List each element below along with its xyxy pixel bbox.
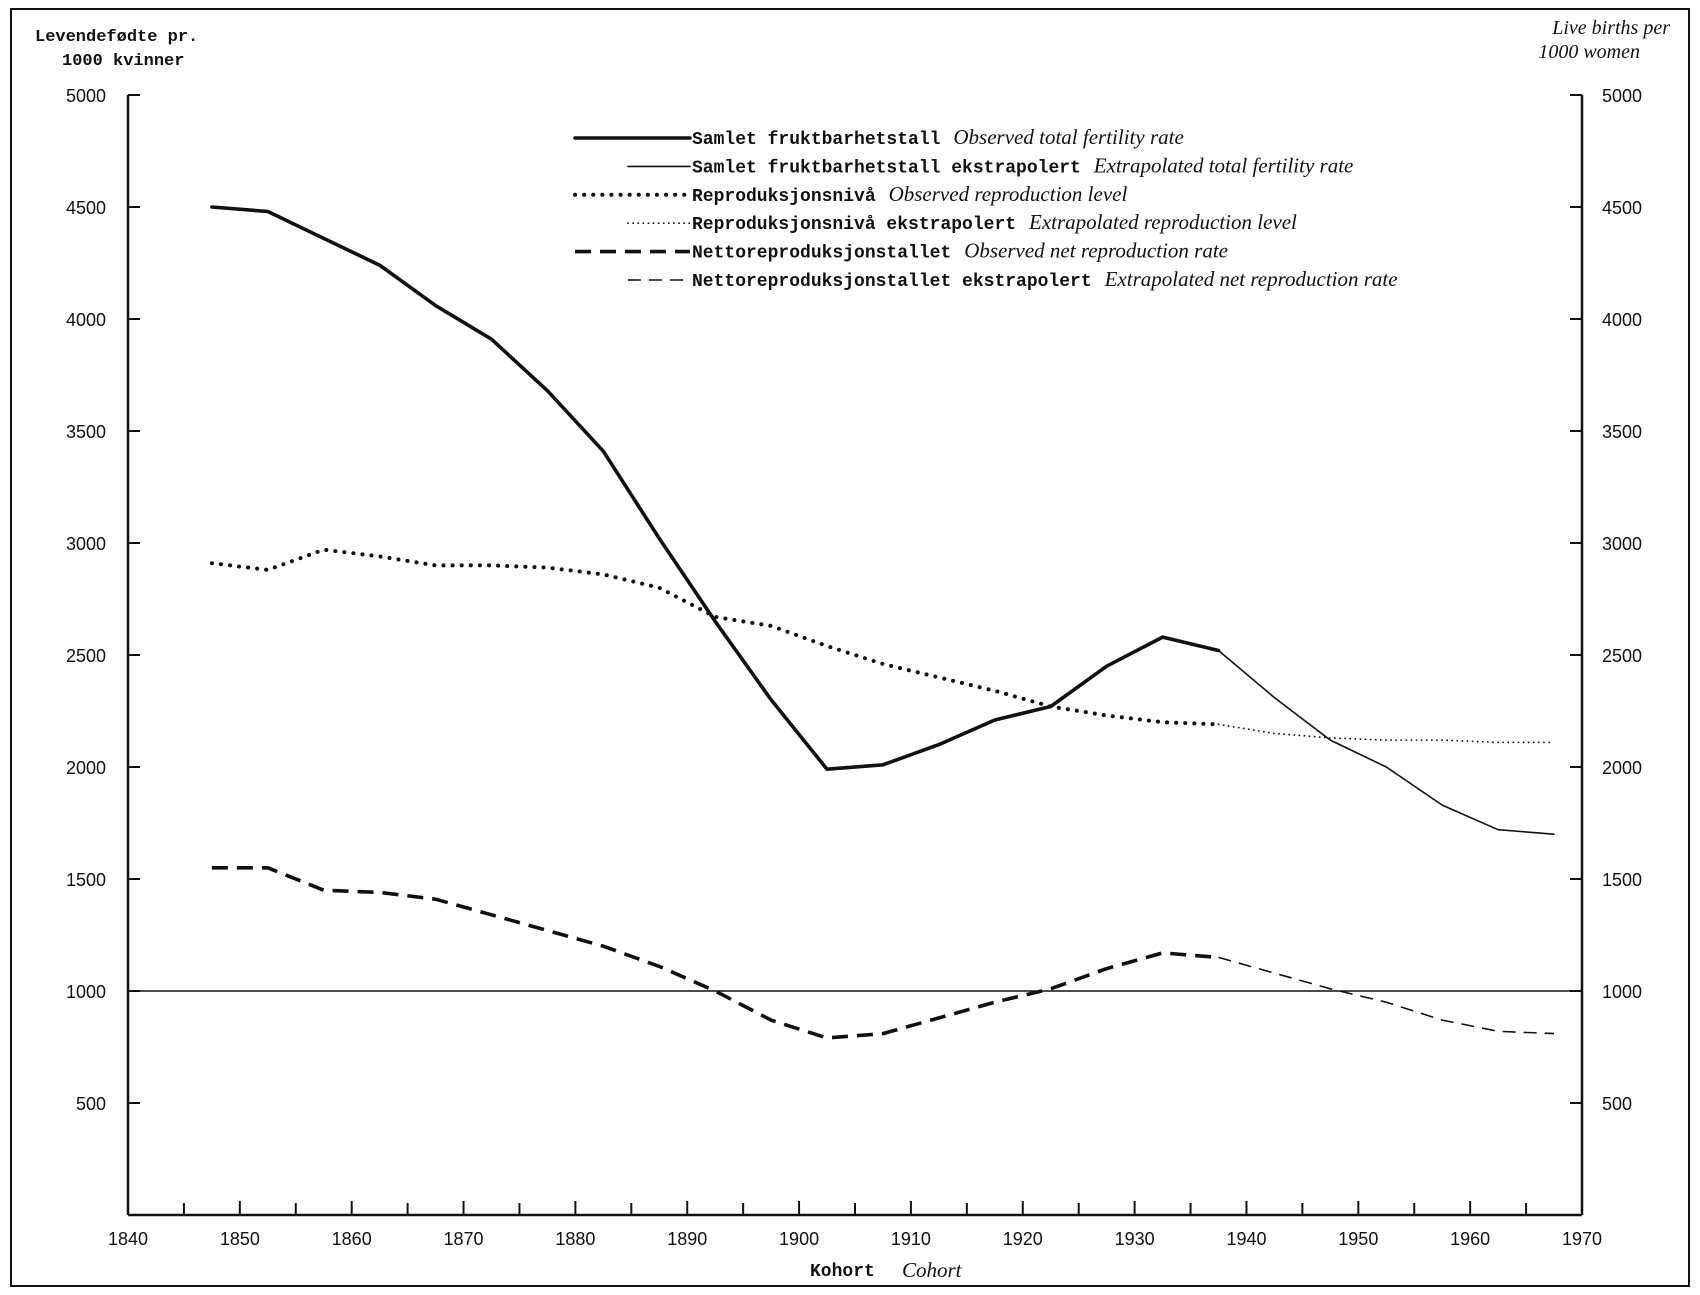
series-line-5 [211, 865, 1219, 1040]
x-axis-label-en: Cohort [902, 1258, 963, 1282]
legend-label-en-3: Observed reproduction level [889, 182, 1128, 206]
legend-label-1: Samlet fruktbarhetstall [692, 130, 941, 150]
y-left-tick-label: 1000 [66, 982, 106, 1002]
chart-frame [10, 8, 1690, 1287]
x-tick-label: 1860 [332, 1229, 372, 1249]
x-tick-label: 1840 [108, 1229, 148, 1249]
x-tick-label: 1930 [1115, 1229, 1155, 1249]
legend-label-4: Reproduksjonsnivå ekstrapolert [692, 215, 1016, 235]
right-axis-label-line2: 1000 women [1538, 41, 1640, 63]
y-right-tick-label: 2500 [1602, 646, 1642, 666]
legend-label-en-4: Extrapolated reproduction level [1028, 210, 1297, 234]
y-right-tick-label: 4500 [1602, 198, 1642, 218]
y-right-tick-label: 1500 [1602, 870, 1642, 890]
left-axis-label-line2: 1000 kvinner [62, 52, 184, 71]
legend-label-3: Reproduksjonsnivå [692, 187, 876, 207]
y-right-tick-label: 3000 [1602, 534, 1642, 554]
series-line-4 [1217, 723, 1555, 744]
axes: 1840 1850 1860 1870 1880 1890 1900 1910 1920 1930… [66, 86, 1642, 1249]
y-left-tick-label: 4500 [66, 198, 106, 218]
legend-label-5: Nettoreproduksjonstallet [692, 244, 951, 264]
legend-label-6: Nettoreproduksjonstallet ekstrapolert [692, 272, 1092, 292]
x-tick-label: 1960 [1450, 1229, 1490, 1249]
x-tick-label: 1940 [1226, 1229, 1266, 1249]
legend-label-en-1: Observed total fertility rate [953, 125, 1183, 149]
y-left-tick-label: 2000 [66, 758, 106, 778]
x-tick-label: 1970 [1562, 1229, 1602, 1249]
legend-label-en-2: Extrapolated total fertility rate [1093, 153, 1354, 177]
x-tick-label: 1850 [220, 1229, 260, 1249]
y-right-tick-label: 500 [1602, 1094, 1632, 1114]
x-tick-label: 1920 [1003, 1229, 1043, 1249]
x-tick-label: 1950 [1338, 1229, 1378, 1249]
x-axis-label: Kohort [810, 1262, 875, 1282]
series-line-3 [209, 547, 1221, 727]
left-axis-label-line1: Levendefødte pr. [35, 28, 198, 47]
x-tick-label: 1910 [891, 1229, 931, 1249]
y-left-tick-label: 5000 [66, 86, 106, 106]
legend: Samlet fruktbarhetstall Observed total fe… [573, 125, 1398, 292]
x-tick-label: 1870 [444, 1229, 484, 1249]
y-left-tick-label: 2500 [66, 646, 106, 666]
y-left-tick-label: 1500 [66, 870, 106, 890]
series-line-6 [1218, 956, 1555, 1035]
y-right-tick-label: 3500 [1602, 422, 1642, 442]
x-tick-label: 1880 [555, 1229, 595, 1249]
y-right-tick-label: 1000 [1602, 982, 1642, 1002]
right-axis-label-line1: Live births per [1551, 17, 1670, 39]
y-left-tick-label: 500 [76, 1094, 106, 1114]
y-left-tick-label: 3000 [66, 534, 106, 554]
y-left-tick-label: 4000 [66, 310, 106, 330]
x-tick-label: 1900 [779, 1229, 819, 1249]
series-layer [209, 205, 1555, 1040]
legend-label-2: Samlet fruktbarhetstall ekstrapolert [692, 158, 1081, 178]
y-right-tick-label: 4000 [1602, 310, 1642, 330]
legend-label-en-5: Observed net reproduction rate [964, 239, 1228, 263]
y-right-tick-label: 5000 [1602, 86, 1642, 106]
legend-label-en-6: Extrapolated net reproduction rate [1104, 267, 1398, 291]
series-line-2 [1217, 649, 1555, 836]
y-right-tick-label: 2000 [1602, 758, 1642, 778]
y-left-tick-label: 3500 [66, 422, 106, 442]
x-tick-label: 1890 [667, 1229, 707, 1249]
